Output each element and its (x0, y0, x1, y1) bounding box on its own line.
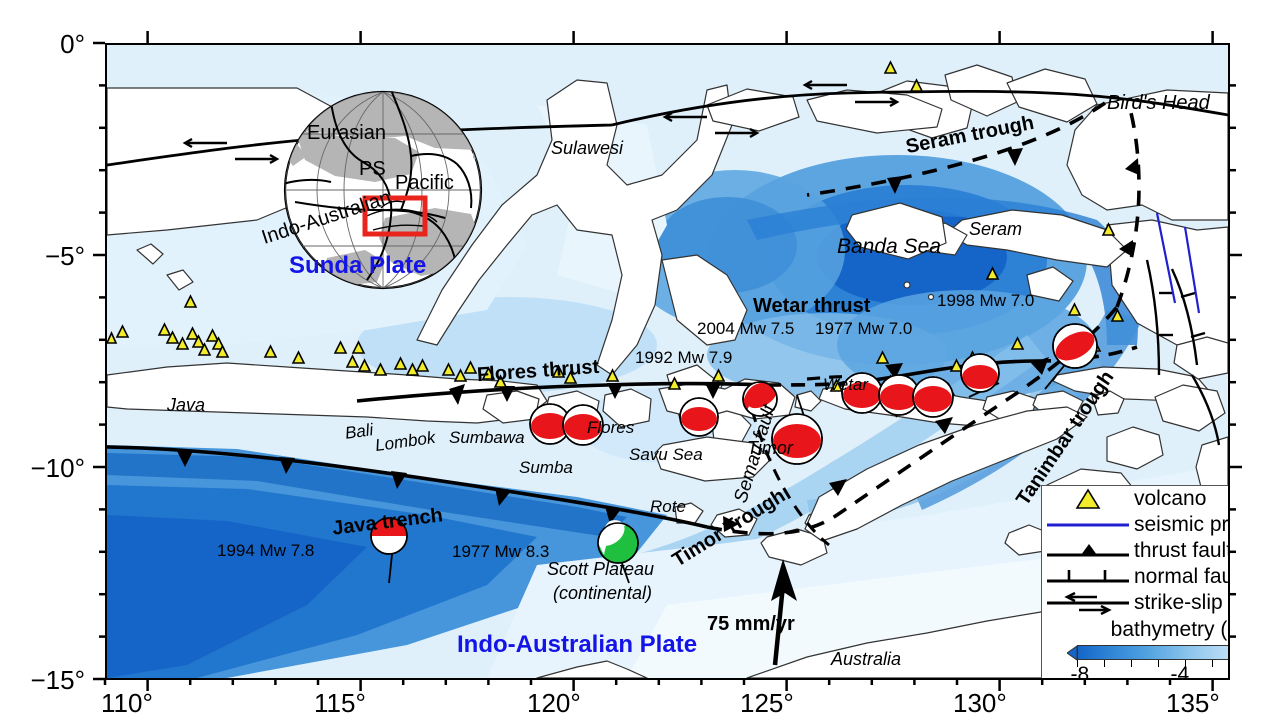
feature-label-wetar-thrust: Wetar thrust (753, 295, 871, 317)
legend-label-seismic-profiles: seismic profiles (1134, 513, 1229, 536)
place-label-flores: Flores (587, 418, 635, 437)
seismic-profile-lines (1155, 212, 1201, 314)
legend-label-volcano: volcano (1134, 487, 1207, 510)
seram-trough-fault (806, 101, 1107, 197)
tanimbar-trough-fault (1115, 104, 1141, 308)
legend-bathymetry-title: bathymetry (km) (1110, 618, 1228, 641)
place-label-sumba: Sumba (519, 458, 573, 477)
plate-label-sunda: Sunda Plate (289, 252, 427, 279)
earthquake-label-2004: 2004 Mw 7.5 (697, 319, 795, 338)
place-label-rote: Rote (650, 497, 686, 516)
x-tick-label-0: 110° (101, 688, 153, 718)
colorbar-ticks (1076, 660, 1229, 667)
place-label-banda-sea: Banda Sea (837, 235, 941, 258)
x-tick-label-5: 135° (1166, 688, 1220, 718)
inset-label-pacific: Pacific (395, 172, 454, 194)
flores-wetar-dashed-fault (449, 379, 868, 405)
x-tick-label-3: 125° (740, 688, 794, 718)
place-label-sulawesi: Sulawesi (551, 138, 624, 158)
normal-faults (1145, 259, 1221, 446)
java-trench-fault (107, 445, 708, 529)
place-label-timor: Timor (747, 438, 793, 458)
x-tick-label-2: 120° (527, 688, 581, 718)
colorbar-tick-mid: -4 (1170, 663, 1190, 680)
legend-label-normal-faults: normal faults (1134, 565, 1228, 588)
flores-thrust-fault (356, 381, 768, 403)
legend-row-strike-slip-faults: strike-slip faults (1042, 590, 1228, 616)
beachball-1992 (771, 413, 823, 465)
tectonics-layer (107, 60, 1228, 666)
normal-fault-icon (1042, 568, 1134, 586)
legend-label-strike-slip-faults: strike-slip faults (1134, 591, 1228, 614)
y-tick-label-1: −5° (44, 241, 85, 271)
strike-slip-fault-icon (1042, 591, 1134, 615)
colorbar-labels: -8 -4 0 (1067, 663, 1229, 680)
inset-label-eurasian: Eurasian (307, 122, 386, 144)
place-label-savu-sea: Savu Sea (629, 445, 703, 464)
plate-motion-arrow (771, 559, 797, 666)
earthquake-label-1994: 1994 Mw 7.8 (217, 541, 315, 560)
beachball-sumbawa (679, 397, 719, 437)
place-label-wetar: Wetar (823, 375, 869, 394)
inset-focus-box (362, 195, 428, 237)
legend-row-seismic-profiles: seismic profiles (1042, 512, 1229, 538)
seismic-profile-line-icon (1042, 519, 1134, 531)
thrust-fault-icon (1042, 542, 1134, 560)
earthquake-label-1998: 1998 Mw 7.0 (937, 291, 1035, 310)
bathymetry-colorbar (1066, 645, 1228, 667)
legend-label-thrust-faults: thrust faults (1134, 539, 1228, 562)
colorbar-tick-min: -8 (1070, 663, 1090, 680)
place-label-scott-plateau-continental: (continental) (553, 583, 653, 603)
y-tick-label-3: −15° (30, 665, 85, 695)
beachball-flores-east (742, 381, 778, 417)
map-plot-area[interactable]: Eurasian PS Pacific Indo-Australian Sund… (105, 43, 1230, 680)
place-label-scott-plateau: Scott Plateau (547, 559, 655, 579)
y-tick-label-0: 0° (60, 29, 85, 59)
plate-label-indo-australian: Indo-Australian Plate (457, 631, 698, 658)
place-label-java: Java (167, 395, 206, 415)
colorbar-gradient (1076, 645, 1228, 660)
place-label-sumbawa: Sumbawa (449, 428, 525, 447)
motion-arrow-label: 75 mm/yr (707, 613, 795, 635)
globe-inset: Eurasian PS Pacific Indo-Australian (235, 90, 535, 295)
map-canvas: Eurasian PS Pacific Indo-Australian Sund… (107, 45, 1228, 678)
place-label-australia: Australia (831, 649, 902, 669)
y-tick-label-2: −10° (30, 453, 85, 483)
legend-row-volcano: volcano (1042, 486, 1228, 512)
earthquake-label-1992: 1992 Mw 7.9 (635, 348, 733, 367)
beachball-1994 (370, 517, 408, 555)
beachball-wetar-3 (912, 376, 954, 418)
legend-row-thrust-faults: thrust faults (1042, 538, 1228, 564)
beachball-wetar-1 (841, 372, 883, 414)
beachball-1977-java (595, 520, 639, 564)
place-label-bali: Bali (343, 420, 375, 443)
inset-label-ps: PS (359, 158, 386, 180)
semau-fault (745, 389, 830, 547)
map-legend: volcano seismic profiles thru (1041, 485, 1229, 680)
beachball-1977-wetar (960, 353, 1000, 393)
x-tick-label-1: 115° (314, 688, 366, 718)
earthquake-label-1977-java: 1977 Mw 8.3 (452, 542, 550, 561)
place-label-seram: Seram (969, 219, 1023, 239)
x-tick-label-4: 130° (953, 688, 1007, 718)
legend-row-normal-faults: normal faults (1042, 564, 1228, 590)
earthquake-label-1977-wetar: 1977 Mw 7.0 (815, 319, 913, 338)
beachball-lombok-east (562, 404, 604, 446)
volcano-icon (1042, 488, 1134, 510)
beachball-1998 (1052, 323, 1098, 369)
place-label-birds-head: Bird's Head (1107, 92, 1210, 114)
